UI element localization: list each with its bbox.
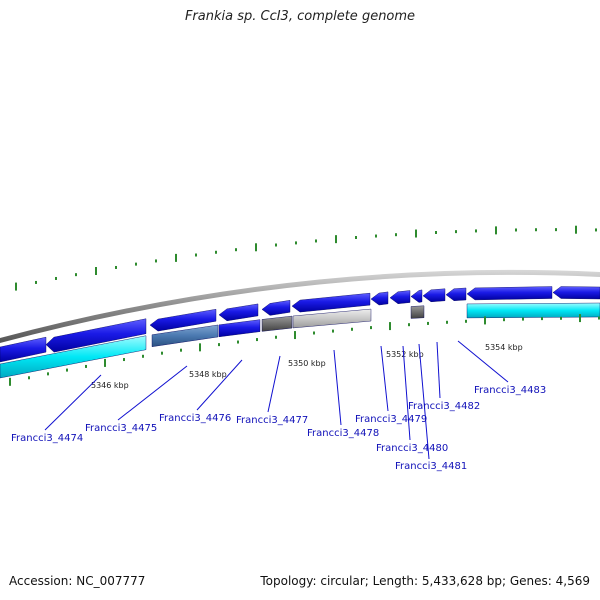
leader-line bbox=[402, 345, 411, 441]
gene-label[interactable]: Francci3_4480 bbox=[376, 443, 448, 454]
cds-reverse-block bbox=[466, 302, 600, 319]
gene-label[interactable]: Francci3_4477 bbox=[236, 415, 308, 426]
inner-tick-track bbox=[9, 314, 600, 386]
cds-arrow bbox=[389, 290, 411, 304]
gene-label[interactable]: Francci3_4482 bbox=[408, 401, 480, 412]
gene-label[interactable]: Francci3_4479 bbox=[355, 414, 427, 425]
scale-tick-label: 5350 kbp bbox=[288, 359, 326, 368]
genome-summary: Topology: circular; Length: 5,433,628 bp… bbox=[260, 574, 590, 588]
cds-track bbox=[0, 286, 600, 379]
cds-arrow bbox=[45, 318, 147, 353]
scale-tick-label: 5348 kbp bbox=[189, 370, 227, 379]
gene-label[interactable]: Francci3_4476 bbox=[159, 413, 231, 424]
cds-arrow bbox=[422, 288, 446, 303]
scale-tick-label: 5352 kbp bbox=[386, 350, 424, 359]
cds-arrow bbox=[218, 303, 259, 322]
leader-line bbox=[333, 349, 342, 426]
cds-reverse-block bbox=[0, 335, 147, 379]
cds-arrow bbox=[149, 308, 217, 332]
highlighted-cds-block bbox=[151, 324, 219, 347]
leader-line bbox=[380, 345, 389, 412]
scale-labels: 5346 kbp 5348 kbp 5350 kbp 5352 kbp 5354… bbox=[91, 343, 523, 390]
pseudo-gene-block bbox=[292, 308, 372, 329]
cds-arrow bbox=[291, 292, 371, 313]
pseudo-gene-block bbox=[410, 305, 425, 319]
gene-label[interactable]: Francci3_4481 bbox=[395, 461, 467, 472]
cds-arrow bbox=[552, 286, 600, 300]
gene-label[interactable]: Francci3_4483 bbox=[474, 385, 546, 396]
scale-tick-label: 5346 kbp bbox=[91, 381, 129, 390]
leader-line bbox=[457, 340, 509, 383]
leader-line bbox=[436, 341, 441, 399]
leader-line bbox=[196, 359, 243, 411]
cds-arrow bbox=[445, 287, 467, 301]
leader-line bbox=[418, 343, 430, 460]
genome-backbone bbox=[0, 269, 600, 343]
gene-labels: Francci3_4474 Francci3_4475 Francci3_447… bbox=[11, 385, 546, 472]
cds-arrow bbox=[466, 286, 553, 301]
leader-line bbox=[267, 355, 281, 413]
gene-leader-lines bbox=[44, 340, 509, 460]
map-title: Frankia sp. CcI3, complete genome bbox=[184, 9, 416, 24]
gene-label[interactable]: Francci3_4474 bbox=[11, 433, 83, 444]
scale-tick-label: 5354 kbp bbox=[485, 343, 523, 352]
cds-arrow bbox=[0, 336, 47, 363]
accession-label: Accession: NC_007777 bbox=[9, 574, 146, 588]
gene-label[interactable]: Francci3_4475 bbox=[85, 423, 157, 434]
cds-arrow bbox=[410, 289, 423, 303]
leader-line bbox=[44, 374, 102, 431]
leader-line bbox=[117, 365, 188, 421]
pseudo-gene-block bbox=[261, 315, 293, 332]
cds-arrow bbox=[261, 300, 291, 316]
cds-arrow bbox=[370, 291, 389, 306]
gene-label[interactable]: Francci3_4478 bbox=[307, 428, 379, 439]
cds-block bbox=[218, 319, 261, 338]
gc-skew-track bbox=[15, 225, 597, 291]
